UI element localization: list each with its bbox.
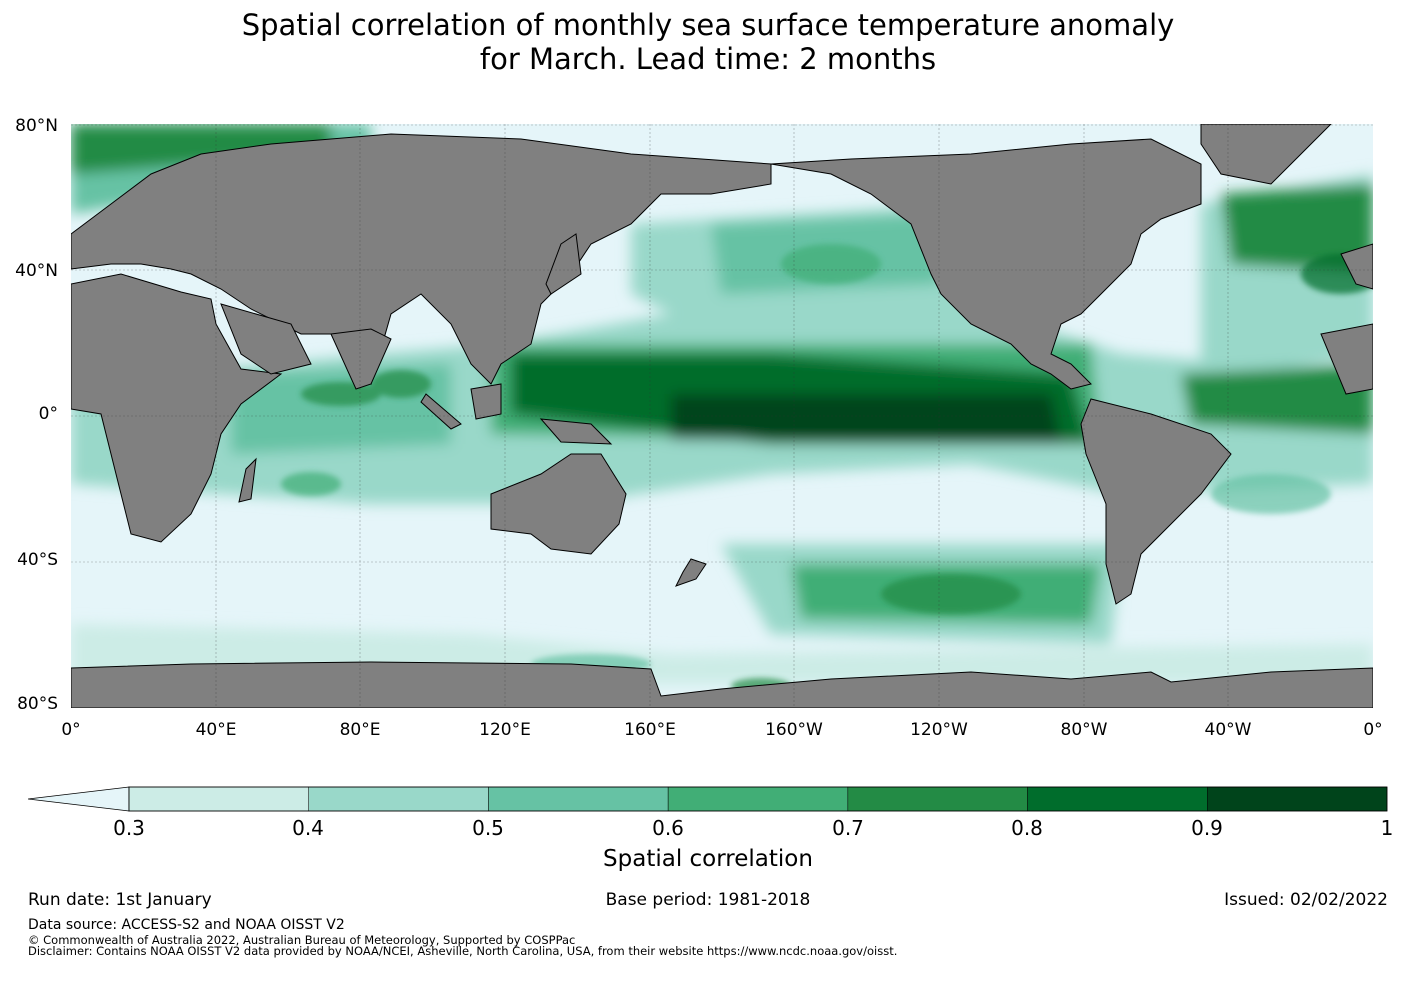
europe-west-edge	[1340, 243, 1373, 290]
title-line-2: for March. Lead time: 2 months	[479, 42, 937, 76]
colorbar-tick-0-4: 0.4	[292, 816, 324, 840]
lat-label-80s: 80°S	[17, 694, 58, 714]
australia	[490, 453, 627, 555]
lon-label-40e: 40°E	[195, 720, 237, 740]
lon-label-0-east: 0°	[1363, 720, 1383, 740]
colorbar-bin-5	[1027, 786, 1208, 812]
greenland	[1200, 124, 1332, 185]
run-date: Run date: 1st January	[28, 890, 212, 910]
colorbar-tick-0-6: 0.6	[652, 816, 684, 840]
colorbar-bin-2	[488, 786, 669, 812]
chart-title: Spatial correlation of monthly sea surfa…	[0, 8, 1416, 76]
colorbar-tick-0-5: 0.5	[472, 816, 504, 840]
africa-west-edge	[1320, 323, 1373, 395]
colorbar-under-triangle	[27, 786, 130, 812]
land-masses	[71, 124, 1373, 708]
colorbar-bin-0	[128, 786, 309, 812]
gridlines	[71, 124, 1373, 708]
lon-label-120w: 120°W	[910, 720, 968, 740]
lat-label-40n: 40°N	[15, 261, 58, 281]
colorbar-bins	[128, 786, 1388, 812]
correlation-map	[71, 124, 1373, 708]
disclaimer: Disclaimer: Contains NOAA OISST V2 data …	[28, 944, 898, 958]
lat-label-0: 0°	[38, 404, 58, 424]
indonesia-borneo	[470, 383, 502, 420]
title-line-1: Spatial correlation of monthly sea surfa…	[241, 8, 1175, 42]
madagascar	[238, 457, 257, 503]
lon-label-80e: 80°E	[339, 720, 381, 740]
colorbar	[27, 786, 1390, 814]
colorbar-bin-4	[847, 786, 1028, 812]
north-america	[770, 138, 1202, 390]
lon-label-0: 0°	[61, 720, 81, 740]
south-america	[1080, 398, 1232, 605]
colorbar-tick-0-9: 0.9	[1191, 816, 1223, 840]
africa	[71, 273, 283, 543]
lon-label-160w: 160°W	[765, 720, 823, 740]
data-source: Data source: ACCESS-S2 and NOAA OISST V2	[28, 917, 345, 933]
lon-label-80w: 80°W	[1060, 720, 1108, 740]
issued-date: Issued: 02/02/2022	[1224, 890, 1388, 910]
colorbar-label: Spatial correlation	[603, 846, 813, 872]
colorbar-tick-0-3: 0.3	[113, 816, 145, 840]
lon-label-120e: 120°E	[479, 720, 531, 740]
base-period: Base period: 1981-2018	[605, 890, 811, 910]
indonesia-sumatra	[420, 393, 462, 430]
japan	[545, 233, 582, 295]
india	[330, 328, 392, 390]
colorbar-tick-0-7: 0.7	[832, 816, 864, 840]
lat-label-80n: 80°N	[15, 116, 58, 136]
colorbar-bin-3	[667, 786, 849, 812]
colorbar-tick-0-8: 0.8	[1011, 816, 1043, 840]
new-zealand	[675, 558, 707, 587]
arabia	[220, 303, 312, 375]
colorbar-outline	[128, 786, 1388, 812]
copyright: © Commonwealth of Australia 2022, Austra…	[28, 933, 576, 947]
colorbar-tick-1: 1	[1380, 816, 1394, 840]
lon-label-160e: 160°E	[624, 720, 676, 740]
antarctica	[71, 661, 1373, 708]
colorbar-bin-6	[1207, 786, 1388, 812]
eurasia	[71, 133, 772, 386]
lon-label-40w: 40°W	[1204, 720, 1252, 740]
colorbar-bin-1	[308, 786, 489, 812]
lat-label-40s: 40°S	[17, 550, 58, 570]
new-guinea	[539, 418, 613, 445]
